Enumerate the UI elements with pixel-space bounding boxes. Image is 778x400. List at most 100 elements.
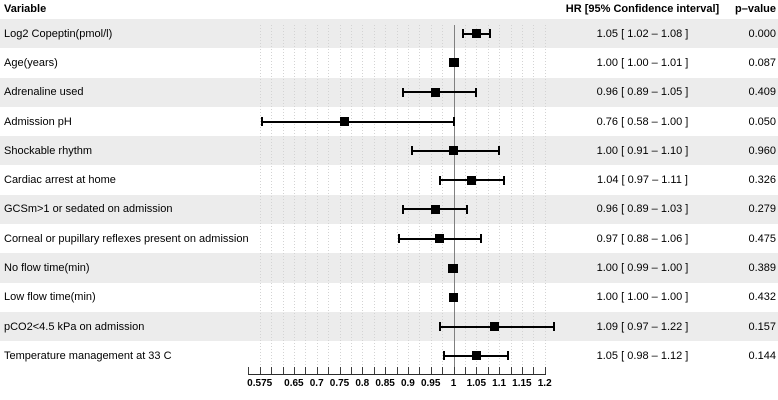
p-value: 0.157 [748,320,776,333]
axis-tick [339,367,341,374]
ci-cap-left [443,351,446,361]
axis-tick-label: 1.1 [492,378,507,389]
axis-tick [373,367,375,374]
table-row: No flow time(min) 1.00 [ 0.99 – 1.00 ] 0.3… [0,253,778,283]
reference-line [453,25,455,374]
hr-ci-value: 1.04 [ 0.97 – 1.11 ] [597,174,688,187]
ci-cap-right [479,234,482,244]
hr-ci-value: 0.76 [ 0.58 – 1.00 ] [596,115,689,128]
hr-marker [471,29,481,39]
axis-tick-label: 0.95 [420,378,441,389]
ci-cap-right [475,87,478,97]
row-variable-label: No flow time(min) [4,262,90,275]
row-variable-label: Corneal or pupillary reflexes present on… [4,232,249,245]
p-value: 0.389 [748,262,776,275]
ci-cap-left [260,117,263,127]
ci-cap-right [498,146,501,156]
axis-tick [499,367,501,374]
grid-line [328,25,330,374]
grid-line [339,25,341,374]
ci-cap-right [502,175,505,185]
axis-tick [419,367,421,374]
axis-tick [464,367,466,374]
p-value: 0.050 [748,115,776,128]
hr-marker [435,234,445,244]
ci-whisker [462,32,490,35]
row-variable-label: Adrenaline used [4,86,84,99]
axis-tick [282,367,284,374]
grid-line [510,25,512,374]
axis-tick-label: 0.7 [309,378,324,389]
table-row: Shockable rhythm 1.00 [ 0.91 – 1.10 ] 0.96… [0,136,778,166]
p-value: 0.000 [748,27,776,40]
hr-ci-value: 1.00 [ 0.99 – 1.00 ] [596,262,689,275]
ci-whisker [453,61,459,64]
grid-line [407,25,409,374]
hr-marker [449,292,458,302]
axis-tick [453,367,455,374]
ci-whisker [398,237,481,240]
axis-tick [248,367,250,374]
grid-line [499,25,501,374]
ci-cap-right [452,117,455,127]
ci-cap-left [397,234,400,244]
table-row: Age(years) 1.00 [ 1.00 – 1.01 ] 0.087 [0,48,778,77]
p-value: 0.326 [748,174,776,187]
ci-cap-left [461,29,464,39]
row-variable-label: pCO2<4.5 kPa on admission [4,320,145,333]
axis-tick [385,367,387,374]
ci-whisker [439,179,504,182]
p-value: 0.279 [748,203,776,216]
ci-cap-right [452,263,455,273]
ci-whisker [444,354,509,357]
axis-tick [407,367,409,374]
column-header-variable: Variable [4,3,47,15]
grid-line [476,25,478,374]
row-variable-label: Temperature management at 33 C [4,349,172,362]
row-variable-label: Cardiac arrest at home [4,174,116,187]
table-row: Corneal or pupillary reflexes present on… [0,224,778,253]
ci-cap-left [452,58,455,68]
ci-cap-left [447,263,450,273]
hr-marker [471,351,481,361]
grid-line [316,25,318,374]
grid-line [544,25,546,374]
axis-tick [521,367,523,374]
grid-line [293,25,295,374]
grid-line [430,25,432,374]
hr-ci-value: 0.96 [ 0.89 – 1.05 ] [596,86,689,99]
axis-tick [305,367,307,374]
ci-cap-right [466,204,469,214]
row-variable-label: Admission pH [4,115,72,128]
ci-whisker [439,325,554,328]
hr-marker [430,87,440,97]
grid-line [396,25,398,374]
table-row: pCO2<4.5 kPa on admission 1.09 [ 0.97 – 1… [0,312,778,342]
ci-cap-left [402,87,405,97]
hr-ci-value: 1.00 [ 1.00 – 1.00 ] [596,291,689,304]
grid-line [362,25,364,374]
p-value: 0.432 [748,291,776,304]
hr-ci-value: 1.09 [ 0.97 – 1.22 ] [596,320,689,333]
axis-tick-label: 1.05 [466,378,487,389]
axis-tick [544,367,546,374]
p-value: 0.960 [748,144,776,157]
hr-marker [490,322,500,332]
ci-cap-left [411,146,414,156]
grid-line [521,25,523,374]
grid-line [373,25,375,374]
column-header-pvalue: p–value [735,3,776,15]
axis-tick [350,367,352,374]
ci-whisker [403,91,477,94]
grid-line [419,25,421,374]
ci-cap-left [402,204,405,214]
axis-tick-label: 0.8 [355,378,370,389]
axis-tick [476,367,478,374]
table-row: Temperature management at 33 C 1.05 [ 0.9… [0,341,778,370]
ci-cap-right [552,322,555,332]
axis-tick [430,367,432,374]
hr-marker [430,204,440,214]
table-row: GCSm>1 or sedated on admission 0.96 [ 0.8… [0,194,778,225]
grid-line [533,25,535,374]
